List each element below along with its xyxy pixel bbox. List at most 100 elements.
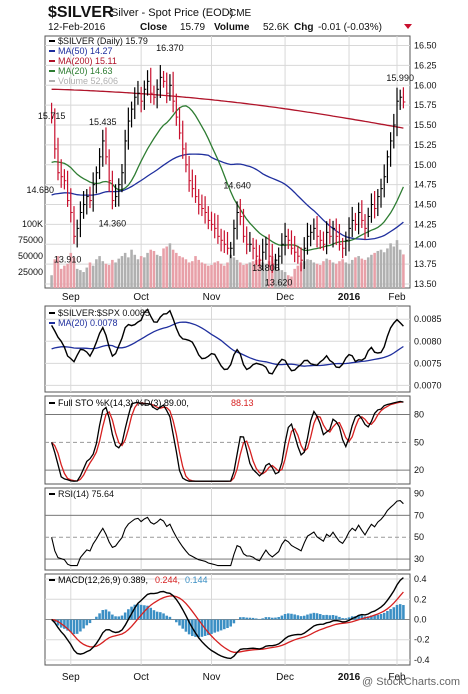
price-annotation: 15.990 (386, 73, 414, 83)
price-tick-label: 13.75 (414, 259, 437, 269)
rsi-tick-label: 90 (414, 488, 424, 498)
x-tick-label: 2016 (338, 672, 361, 683)
macd-histogram-bar (223, 620, 226, 630)
volume-bar (239, 262, 242, 288)
volume-bar (201, 262, 204, 288)
x-tick-label: Sep (62, 672, 80, 683)
price-annotation: 13.910 (54, 254, 82, 264)
legend-label: MA(20) 0.0078 (58, 318, 118, 328)
legend-label: Volume 52,606 (58, 76, 118, 86)
macd-histogram-bar (293, 614, 296, 619)
change-value: -0.01 (-0.03%) (318, 22, 382, 33)
legend-label: Full STO %K(14,3) %D(3) 89.00, (58, 398, 189, 408)
change-label: Chg (294, 22, 313, 33)
volume-bar (92, 266, 95, 288)
macd-histogram-bar (165, 616, 168, 620)
volume-bar (124, 253, 127, 288)
volume-bar (338, 261, 341, 288)
volume-bar (309, 260, 312, 288)
volume-bar (226, 262, 229, 288)
macd-histogram-bar (297, 615, 300, 619)
sto-tick-label: 50 (414, 437, 424, 447)
macd-histogram-bar (265, 617, 268, 619)
macd-histogram-bar (319, 614, 322, 619)
macd-tick-label: -0.2 (414, 635, 430, 645)
price-tick-label: 14.75 (414, 180, 437, 190)
rsi-30-line (45, 559, 410, 560)
macd-histogram-bar (261, 618, 264, 619)
volume-bar (233, 257, 236, 288)
macd-histogram-bar (338, 617, 341, 620)
x-tick-label: Dec (276, 292, 294, 303)
volume-bar (245, 264, 248, 288)
macd-histogram-bar (322, 615, 325, 619)
sto-tick-label: 20 (414, 465, 424, 475)
volume-bar (175, 253, 178, 288)
price-annotation: 16.370 (156, 43, 184, 53)
volume-bar (165, 247, 168, 289)
x-tick-label: Oct (133, 672, 149, 683)
volume-bar (204, 264, 207, 288)
x-tick-label: 2016 (338, 292, 361, 303)
volume-bar (242, 265, 245, 288)
volume-bar (217, 261, 220, 288)
volume-bar (329, 260, 332, 288)
volume-bar (361, 259, 364, 288)
macd-histogram-bar (389, 609, 392, 619)
macd-histogram-bar (95, 617, 98, 620)
price-tick-label: 16.00 (414, 80, 437, 90)
macd-histogram-bar (255, 618, 258, 619)
volume-bar (111, 260, 114, 288)
macd-histogram-bar (101, 610, 104, 619)
volume-bar (319, 265, 322, 288)
macd-histogram-bar (140, 605, 143, 620)
macd-histogram-bar (377, 615, 380, 620)
macd-histogram-bar (117, 616, 120, 619)
macd-histogram-bar (383, 613, 386, 620)
macd-histogram-bar (252, 618, 255, 620)
volume-bar (396, 240, 399, 288)
macd-tick-label: -0.4 (414, 655, 430, 665)
panel-frame-4 (45, 488, 410, 570)
volume-bar (98, 256, 101, 288)
macd-histogram-bar (345, 618, 348, 619)
symbol-title: $SILVER (48, 4, 114, 21)
volume-bar (133, 255, 136, 288)
macd-histogram-bar (111, 615, 114, 620)
volume-bar (297, 266, 300, 288)
macd-histogram-bar (402, 605, 405, 619)
macd-histogram-bar (79, 620, 82, 632)
legend-label: 0.144 (185, 575, 208, 585)
price-annotation: 15.435 (89, 117, 117, 127)
volume-bar (341, 259, 344, 288)
macd-histogram-bar (181, 620, 184, 629)
volume-bar (210, 265, 213, 288)
volume-bar (332, 262, 335, 288)
volume-bar (345, 262, 348, 288)
volume-bar (146, 253, 149, 288)
volume-bar (402, 254, 405, 288)
volume-bar (178, 256, 181, 288)
ratio-tick-label: 0.0085 (414, 314, 442, 324)
price-annotation: 14.680 (26, 185, 54, 195)
symbol-description: Silver - Spot Price (EOD) (111, 7, 233, 19)
legend-label: MACD(12,26,9) 0.389, (58, 575, 148, 585)
macd-histogram-bar (121, 616, 124, 620)
macd-histogram-bar (175, 620, 178, 623)
volume-bar (399, 250, 402, 288)
volume-bar (194, 256, 197, 288)
volume-bar (181, 257, 184, 288)
macd-histogram-bar (271, 618, 274, 620)
macd-histogram-bar (386, 611, 389, 620)
rsi-70-line (45, 515, 410, 516)
macd-histogram-bar (316, 613, 319, 619)
macd-histogram-bar (341, 618, 344, 619)
legend-label: RSI(14) 75.64 (58, 489, 114, 499)
volume-bar (82, 272, 85, 288)
volume-bar (249, 262, 252, 288)
macd-histogram-bar (281, 616, 284, 620)
volume-bar (393, 247, 396, 289)
macd-tick-label: 0.4 (414, 574, 427, 584)
volume-bar (335, 264, 338, 288)
